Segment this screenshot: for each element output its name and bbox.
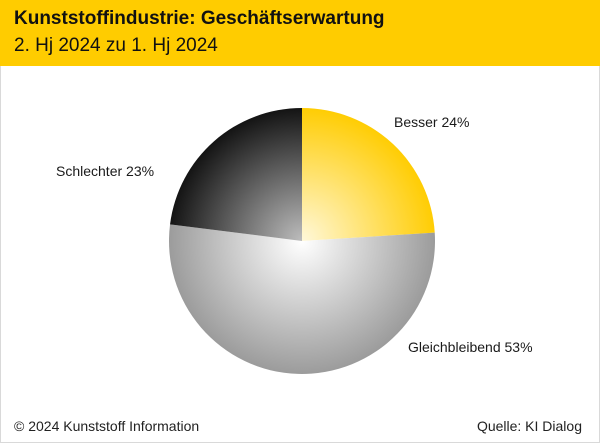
pie-slice-besser (302, 108, 435, 241)
chart-title: Kunststoffindustrie: Geschäftserwartung (14, 8, 385, 29)
slice-label-schlechter: Schlechter 23% (56, 163, 154, 179)
pie-chart: Besser 24% Gleichbleibend 53% Schlechter… (56, 108, 533, 374)
slice-label-besser: Besser 24% (394, 114, 469, 130)
pie-slice-schlechter (170, 108, 302, 241)
chart-subtitle: 2. Hj 2024 zu 1. Hj 2024 (14, 35, 218, 56)
source-text: Quelle: KI Dialog (476, 418, 582, 434)
slice-label-gleichbleibend: Gleichbleibend 53% (408, 339, 533, 355)
header-band: Kunststoffindustrie: Geschäftserwartung … (0, 0, 600, 66)
pie-slice-gleichbleibend (169, 224, 436, 374)
copyright-text: © 2024 Kunststoff Information (14, 418, 200, 434)
